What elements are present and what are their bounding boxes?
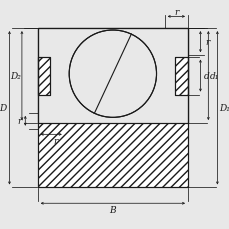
Text: r: r (17, 117, 22, 126)
Text: r: r (204, 38, 208, 47)
Text: D: D (0, 104, 7, 113)
Bar (38, 29, 187, 123)
Text: B: B (109, 205, 116, 214)
Bar (38, 29, 187, 188)
Bar (38, 29, 187, 123)
Bar (174, 57, 187, 95)
Circle shape (69, 31, 156, 118)
Bar (174, 57, 187, 95)
Text: d₁: d₁ (209, 72, 218, 81)
Bar (38, 57, 50, 95)
Bar (38, 29, 187, 188)
Bar (38, 29, 187, 123)
Text: D₂: D₂ (10, 72, 21, 81)
Text: r: r (174, 8, 178, 17)
Text: D₁: D₁ (218, 104, 229, 113)
Bar (174, 57, 187, 95)
Text: r: r (53, 136, 58, 146)
Bar (38, 57, 50, 95)
Text: d: d (203, 72, 209, 81)
Bar (38, 57, 50, 95)
Bar (38, 29, 187, 188)
